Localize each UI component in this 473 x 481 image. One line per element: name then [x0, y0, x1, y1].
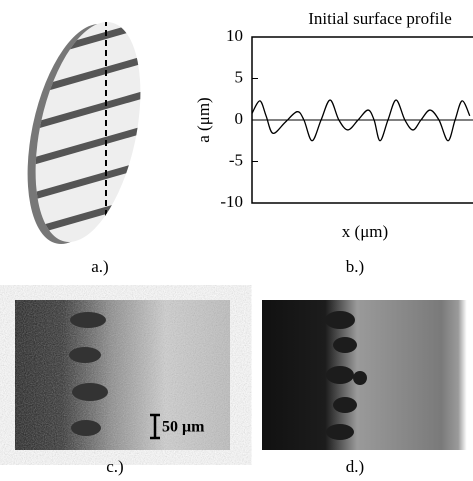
- chart-title: Initial surface profile: [308, 9, 452, 28]
- y-axis-label: a (μm): [194, 97, 213, 142]
- panel-label: c.): [106, 457, 123, 476]
- micrograph-c: [15, 300, 230, 450]
- y-tick-label: 5: [235, 67, 244, 86]
- disk-image: [19, 15, 159, 252]
- micrograph-d: [262, 300, 473, 450]
- scale-bar-label: 50 μm: [162, 419, 205, 436]
- y-tick-label: 10: [226, 26, 243, 45]
- profile-line: [251, 99, 471, 142]
- panel-label: a.): [91, 257, 108, 276]
- y-tick-label: 0: [235, 109, 244, 128]
- panel-label: b.): [346, 257, 364, 276]
- x-axis-label: x (μm): [342, 222, 388, 241]
- y-tick-label: -10: [220, 192, 243, 211]
- panel-label: d.): [346, 457, 364, 476]
- y-tick-label: -5: [229, 150, 243, 169]
